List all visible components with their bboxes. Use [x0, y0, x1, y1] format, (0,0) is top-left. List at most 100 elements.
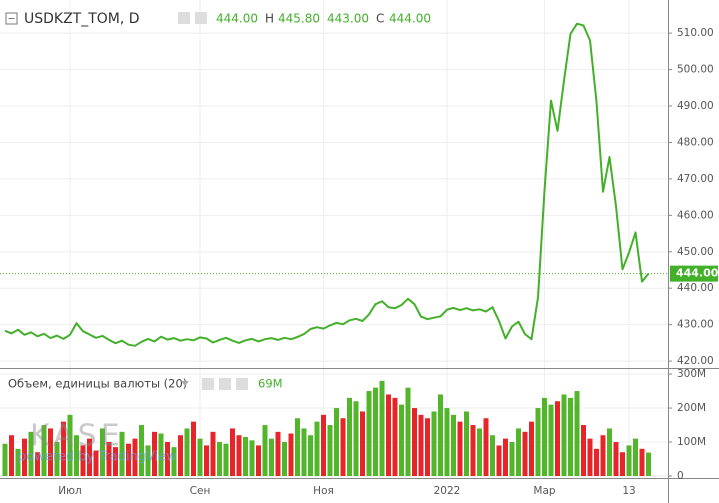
- x-tick-label: Ноя: [313, 485, 334, 497]
- y-tick-label: 100M: [677, 436, 706, 448]
- volume-bar: [418, 414, 424, 476]
- y-tick-label: 430.00: [677, 319, 714, 331]
- volume-bar: [509, 442, 515, 476]
- volume-title: Объем, единицы валюты (20): [8, 377, 187, 391]
- volume-bar: [275, 431, 281, 476]
- x-tick-label: Сен: [190, 485, 211, 497]
- volume-bar: [639, 448, 645, 476]
- volume-bar: [535, 408, 541, 476]
- volume-bar: [243, 436, 248, 476]
- close-icon[interactable]: [236, 378, 248, 390]
- ohlc-key: C: [376, 12, 384, 26]
- volume-bar: [80, 445, 86, 476]
- volume-bar: [54, 442, 60, 476]
- volume-bar: [412, 408, 417, 476]
- volume-bar: [139, 425, 144, 476]
- volume-bar: [431, 411, 437, 476]
- settings-icon[interactable]: [195, 12, 207, 24]
- volume-bar: [444, 408, 450, 476]
- volume-bar: [314, 421, 320, 476]
- volume-bar: [249, 440, 255, 476]
- volume-bar: [93, 450, 99, 476]
- ohlc-value: 444.00: [389, 12, 431, 26]
- volume-bar: [113, 447, 118, 476]
- volume-bar: [399, 404, 404, 476]
- x-tick-label: Мар: [533, 485, 555, 497]
- y-tick-label: 510.00: [677, 27, 714, 39]
- volume-bar: [633, 438, 638, 476]
- eye-icon[interactable]: [202, 378, 214, 390]
- x-tick-label: Июл: [58, 485, 81, 497]
- volume-bar: [74, 435, 79, 476]
- volume-bar: [2, 443, 8, 476]
- volume-bar: [327, 425, 333, 476]
- volume-bar: [15, 448, 21, 476]
- y-tick-label: 300M: [677, 368, 706, 380]
- y-tick-label: 420.00: [677, 355, 714, 367]
- volume-bar: [568, 397, 573, 476]
- settings-icon[interactable]: [219, 378, 231, 390]
- volume-bar: [9, 435, 14, 476]
- volume-bar: [607, 428, 612, 476]
- volume-bar: [171, 447, 177, 476]
- volume-bar: [145, 445, 151, 476]
- volume-bar: [451, 414, 456, 476]
- eye-icon[interactable]: [178, 12, 190, 24]
- volume-bar: [600, 435, 606, 476]
- volume-bar: [620, 452, 625, 476]
- volume-bar: [594, 448, 599, 476]
- y-tick-label: 0: [677, 470, 684, 482]
- y-tick-label: 500.00: [677, 64, 714, 76]
- volume-bar: [308, 435, 313, 476]
- volume-bar: [178, 435, 183, 476]
- volume-bar: [574, 391, 580, 476]
- x-tick-label: 13: [622, 485, 635, 497]
- volume-bar: [561, 394, 567, 476]
- volume-bar: [126, 443, 131, 476]
- volume-bar: [256, 445, 261, 476]
- last-price-label: 444.00: [676, 267, 719, 280]
- volume-bar: [503, 438, 508, 476]
- volume-bar: [119, 431, 125, 476]
- volume-bar: [483, 418, 489, 476]
- volume-bar: [353, 401, 359, 476]
- volume-bar: [282, 442, 287, 476]
- powered-by: powered by TradingView: [18, 450, 177, 465]
- ohlc-value: 443.00: [327, 12, 369, 26]
- dropdown-icon[interactable]: [181, 381, 189, 386]
- volume-bar: [373, 387, 378, 476]
- volume-bar: [48, 428, 53, 476]
- volume-bar: [626, 445, 632, 476]
- volume-bar: [334, 408, 339, 476]
- price-line: [4, 22, 650, 347]
- volume-bar: [347, 397, 352, 476]
- last-price-box: [670, 265, 718, 282]
- volume-bar: [516, 428, 521, 476]
- volume-bar: [262, 425, 268, 476]
- volume-bar: [100, 428, 105, 476]
- volume-bar: [67, 414, 73, 476]
- volume-bar: [236, 435, 242, 476]
- y-tick-label: 200M: [677, 402, 706, 414]
- ohlc-legend: 444.00 H 445.80 443.00 C 444.00: [216, 12, 431, 26]
- volume-bar: [288, 433, 294, 476]
- volume-bar: [132, 438, 138, 476]
- ohlc-value: 445.80: [278, 12, 320, 26]
- volume-bar: [490, 435, 495, 476]
- volume-bar: [340, 418, 346, 476]
- y-tick-label: 490.00: [677, 100, 714, 112]
- volume-bar: [197, 438, 203, 476]
- volume-bar: [35, 452, 40, 476]
- volume-bar: [555, 401, 560, 476]
- volume-bar: [360, 411, 365, 476]
- volume-bar: [217, 442, 222, 476]
- volume-bar: [223, 443, 229, 476]
- grid: [0, 0, 668, 478]
- volume-bar: [366, 391, 372, 476]
- volume-bar: [438, 394, 443, 476]
- volume-bar: [165, 442, 170, 476]
- y-tick-label: 480.00: [677, 136, 714, 148]
- y-tick-label: 450.00: [677, 246, 714, 258]
- volume-bar: [613, 442, 619, 476]
